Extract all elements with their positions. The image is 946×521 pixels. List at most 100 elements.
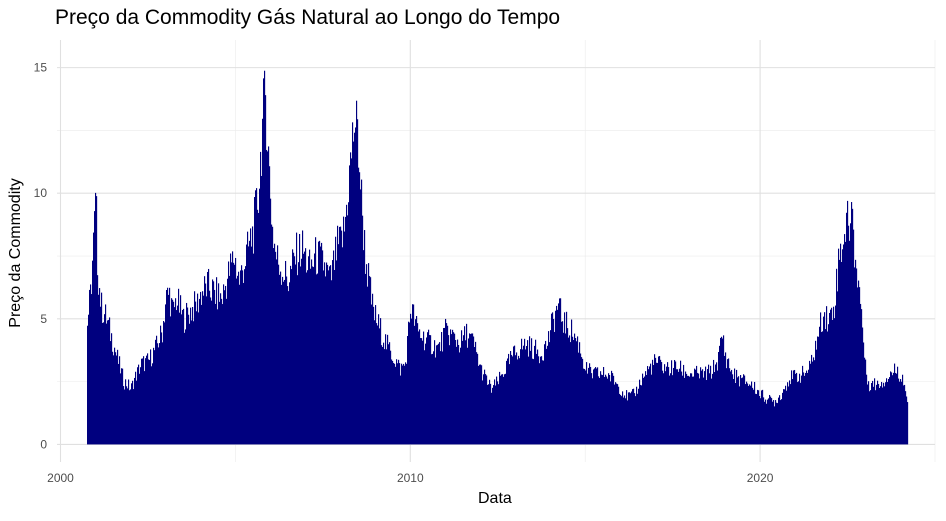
price-bar bbox=[878, 384, 880, 445]
price-bar bbox=[561, 321, 563, 445]
price-bar bbox=[829, 312, 831, 445]
price-bar bbox=[447, 325, 449, 445]
price-bar bbox=[154, 350, 156, 445]
price-bar bbox=[459, 352, 461, 445]
price-bar bbox=[889, 377, 891, 445]
price-bar bbox=[117, 349, 119, 445]
price-bar bbox=[818, 336, 820, 445]
price-bar bbox=[331, 280, 333, 445]
price-bar bbox=[775, 400, 777, 445]
price-bar bbox=[404, 365, 406, 445]
price-bar bbox=[716, 362, 718, 445]
price-bar bbox=[196, 311, 198, 445]
price-bar bbox=[902, 374, 904, 445]
price-bar bbox=[508, 353, 510, 445]
price-bar bbox=[895, 372, 897, 445]
price-bar bbox=[620, 395, 622, 445]
price-bar bbox=[778, 397, 780, 445]
price-bar bbox=[94, 211, 96, 445]
price-bar bbox=[201, 304, 203, 445]
price-bar bbox=[599, 377, 601, 445]
price-bar bbox=[182, 309, 184, 445]
price-bar bbox=[579, 342, 581, 445]
price-bar bbox=[560, 298, 562, 445]
price-bar bbox=[662, 370, 664, 445]
price-bar bbox=[512, 356, 514, 445]
price-bar bbox=[449, 345, 451, 445]
price-bar bbox=[192, 306, 194, 445]
price-bar bbox=[93, 232, 95, 445]
price-bar bbox=[164, 322, 166, 445]
price-bar bbox=[149, 360, 151, 445]
price-bar bbox=[729, 368, 731, 445]
price-bar bbox=[517, 359, 519, 445]
price-bar bbox=[682, 375, 684, 445]
y-tick-label: 10 bbox=[34, 186, 48, 200]
price-bar bbox=[475, 341, 477, 445]
price-bar bbox=[717, 370, 719, 445]
price-bar bbox=[523, 345, 525, 445]
chart-title: Preço da Commodity Gás Natural ao Longo … bbox=[55, 6, 561, 29]
price-bar bbox=[122, 368, 124, 445]
price-bar bbox=[741, 378, 743, 445]
price-bar bbox=[646, 374, 648, 445]
price-bar bbox=[294, 256, 296, 445]
price-bar bbox=[244, 269, 246, 445]
price-bar bbox=[239, 284, 241, 445]
price-bar bbox=[868, 381, 870, 445]
price-bar bbox=[828, 324, 830, 445]
price-bar bbox=[107, 320, 109, 445]
price-bar bbox=[127, 388, 129, 445]
price-bar bbox=[110, 341, 112, 445]
price-bar bbox=[97, 275, 99, 445]
price-bar bbox=[470, 334, 472, 445]
price-bar bbox=[539, 363, 541, 445]
price-bar bbox=[465, 340, 467, 445]
price-bar bbox=[300, 266, 302, 445]
price-bar bbox=[417, 323, 419, 445]
price-bar bbox=[609, 374, 611, 445]
y-tick-label: 5 bbox=[40, 312, 47, 326]
price-bar bbox=[368, 263, 370, 445]
price-bar bbox=[867, 384, 869, 445]
price-bar bbox=[762, 389, 764, 445]
price-bar bbox=[590, 366, 592, 445]
price-bar bbox=[537, 349, 539, 445]
price-bar bbox=[236, 278, 238, 445]
price-bar bbox=[884, 386, 886, 445]
price-bar bbox=[307, 270, 309, 445]
price-bar bbox=[109, 317, 111, 445]
price-bar bbox=[521, 338, 523, 445]
price-bar bbox=[858, 280, 860, 445]
price-bar bbox=[645, 371, 647, 445]
price-bar bbox=[160, 325, 162, 445]
price-bar bbox=[437, 344, 439, 445]
price-bar bbox=[418, 331, 420, 445]
price-bar bbox=[813, 357, 815, 445]
price-bar bbox=[766, 403, 768, 445]
price-bar bbox=[795, 373, 797, 445]
price-bar bbox=[163, 321, 165, 445]
price-bar bbox=[448, 335, 450, 445]
price-bar bbox=[631, 391, 633, 445]
price-bar bbox=[777, 403, 779, 445]
price-bar bbox=[116, 355, 118, 445]
price-bar bbox=[780, 400, 782, 445]
price-bar bbox=[694, 368, 696, 445]
price-bar bbox=[535, 339, 537, 445]
price-bar bbox=[685, 371, 687, 445]
price-bar bbox=[483, 374, 485, 445]
price-bar bbox=[713, 359, 715, 445]
price-bar bbox=[826, 306, 828, 445]
price-bar bbox=[162, 342, 164, 445]
price-bar bbox=[737, 377, 739, 445]
price-bar bbox=[769, 394, 771, 445]
price-bar bbox=[90, 284, 92, 445]
price-bar bbox=[668, 367, 670, 445]
price-bar bbox=[365, 273, 367, 445]
price-bar bbox=[700, 367, 702, 445]
price-bar bbox=[377, 325, 379, 445]
price-bar bbox=[819, 326, 821, 445]
price-bar bbox=[863, 342, 865, 445]
price-bar bbox=[850, 223, 852, 445]
